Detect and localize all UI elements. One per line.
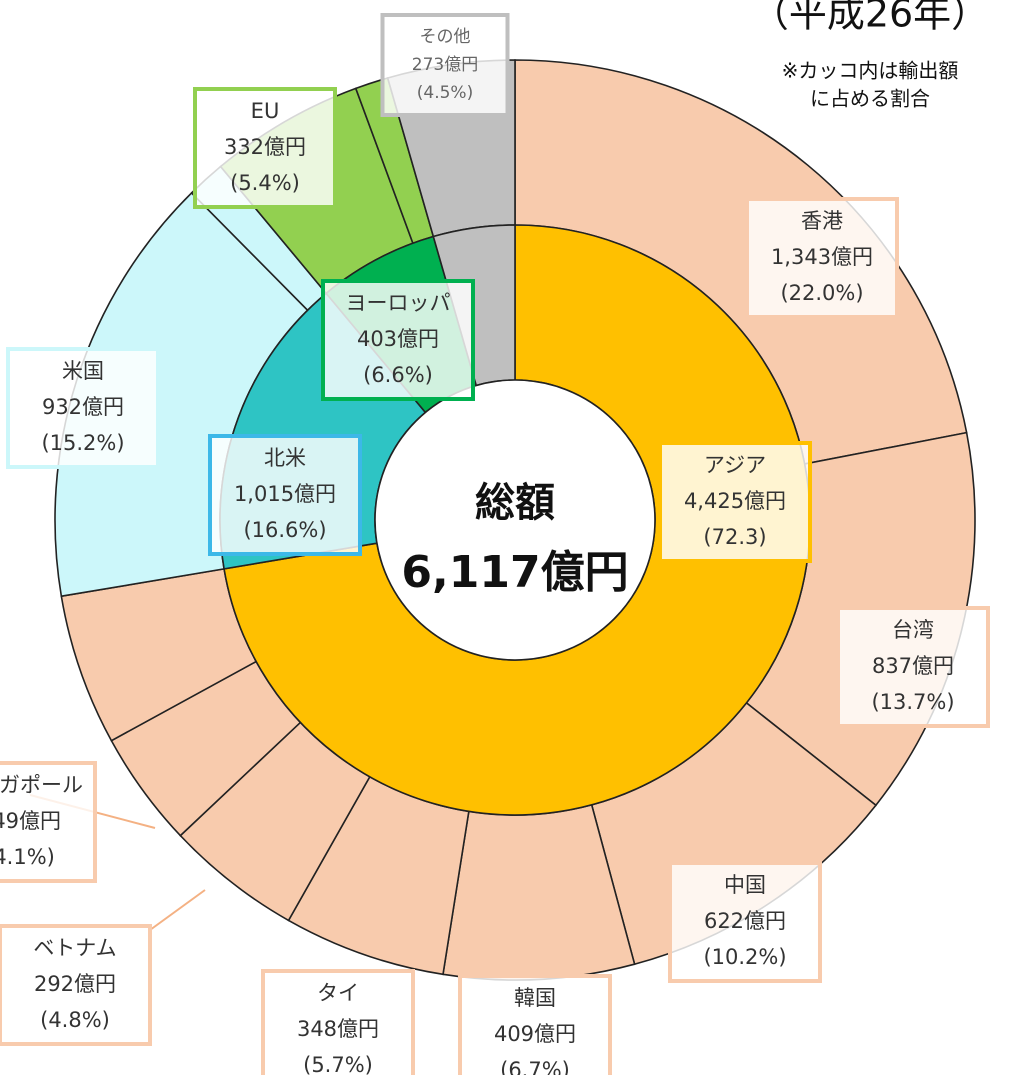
label-name: ヨーロッパ	[346, 291, 451, 315]
label-percent: (22.0%)	[780, 281, 863, 305]
label-name: アジア	[704, 453, 766, 477]
label-box	[208, 434, 362, 556]
label-percent: (6.7%)	[500, 1058, 570, 1075]
center-hole	[374, 379, 656, 661]
label-name: タイ	[317, 981, 359, 1005]
label-box	[6, 347, 160, 469]
label-percent: (4.5%)	[417, 83, 473, 103]
label-amount: 837億円	[872, 654, 954, 678]
label-amount: 4,425億円	[684, 489, 786, 513]
label-name: その他	[420, 27, 471, 47]
label-amount: 1,015億円	[234, 482, 336, 506]
label-amount: 1,343億円	[771, 245, 873, 269]
label-name: シンガポール	[0, 773, 83, 797]
label-percent: (5.4%)	[230, 171, 300, 195]
note: ※カッコ内は輸出額	[782, 59, 959, 83]
label-box	[321, 279, 475, 401]
label-box	[261, 969, 415, 1075]
label-percent: (4.8%)	[40, 1008, 110, 1032]
center-total: 6,117億円	[401, 547, 628, 598]
label-name: 中国	[724, 873, 766, 897]
label-name: 台湾	[892, 618, 934, 642]
label-percent: (13.7%)	[871, 690, 954, 714]
label-amount: 249億円	[0, 809, 61, 833]
chart-title: （平成26年）	[751, 0, 989, 36]
label-box	[380, 13, 510, 117]
label-box	[458, 974, 612, 1075]
labels: 香港 1,343億円 (22.0%) 台湾 837億円 (13.7%) 中国 622億円 (10…	[0, 13, 990, 1075]
label-name: ベトナム	[33, 936, 116, 960]
center-label: 総額	[475, 480, 555, 526]
label-percent: (15.2%)	[41, 431, 124, 455]
label-percent: (4.1%)	[0, 845, 55, 869]
label-percent: (6.6%)	[363, 363, 433, 387]
label-box	[668, 861, 822, 983]
label-box	[836, 606, 990, 728]
label-amount: 409億円	[494, 1022, 576, 1046]
note: に占める割合	[810, 87, 930, 111]
label-box	[658, 441, 812, 563]
label-name: 北米	[264, 446, 306, 470]
label-amount: 273億円	[412, 55, 478, 75]
leader-line	[149, 889, 206, 931]
label-box	[0, 761, 97, 883]
label-amount: 932億円	[42, 395, 124, 419]
label-name: EU	[251, 99, 280, 123]
label-name: 香港	[801, 209, 843, 233]
rings	[54, 59, 976, 981]
label-amount: 403億円	[357, 327, 439, 351]
label-name: 韓国	[514, 986, 556, 1010]
label-percent: (10.2%)	[703, 945, 786, 969]
label-percent: (72.3)	[703, 525, 766, 549]
label-box	[745, 197, 899, 319]
label-amount: 348億円	[297, 1017, 379, 1041]
label-box	[0, 924, 152, 1046]
label-amount: 332億円	[224, 135, 306, 159]
label-amount: 622億円	[704, 909, 786, 933]
label-percent: (16.6%)	[243, 518, 326, 542]
label-box	[193, 87, 337, 209]
label-amount: 292億円	[34, 972, 116, 996]
label-name: 米国	[62, 359, 104, 383]
label-percent: (5.7%)	[303, 1053, 373, 1075]
